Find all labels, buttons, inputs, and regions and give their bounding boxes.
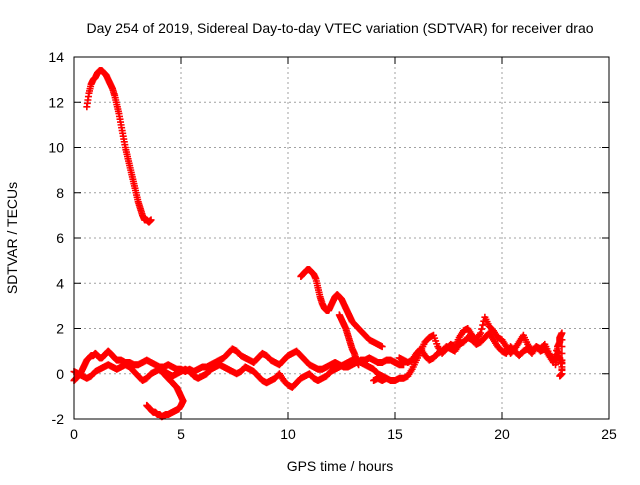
data-point [477, 329, 485, 337]
y-tick-label: 2 [56, 321, 64, 337]
data-point [378, 343, 386, 351]
series-early-peak [83, 67, 155, 226]
x-tick-label: 20 [494, 426, 510, 442]
y-tick-label: 10 [48, 140, 64, 156]
series-baseline-band [70, 345, 408, 385]
data-point [558, 343, 566, 351]
series-late-lower [395, 329, 566, 373]
data-point [558, 329, 566, 337]
series-end-spike [552, 329, 566, 380]
chart-title: Day 254 of 2019, Sidereal Day-to-day VTE… [86, 20, 593, 36]
x-axis-label: GPS time / hours [287, 458, 394, 474]
y-tick-label: 0 [56, 366, 64, 382]
x-tick-label: 5 [177, 426, 185, 442]
data-point [478, 325, 486, 333]
tick-layer: 0 5 10 15 20 25 -2 0 2 4 6 8 10 12 14 [48, 49, 617, 442]
data-point [555, 348, 563, 356]
data-point [147, 216, 155, 224]
x-tick-label: 25 [601, 426, 617, 442]
y-tick-label: 4 [56, 275, 64, 291]
x-tick-label: 15 [387, 426, 403, 442]
y-tick-label: 6 [56, 230, 64, 246]
data-point [355, 361, 363, 369]
data-point [556, 372, 564, 380]
y-axis-label: SDTVAR / TECUs [4, 182, 20, 294]
x-tick-label: 10 [280, 426, 296, 442]
series-afternoon-decay [297, 266, 386, 351]
x-tick-label: 0 [70, 426, 78, 442]
data-point [479, 321, 487, 329]
y-tick-label: -2 [52, 411, 65, 427]
data-points [70, 67, 566, 421]
plot-frame [73, 56, 610, 420]
y-tick-label: 14 [48, 49, 64, 65]
y-tick-label: 12 [48, 94, 64, 110]
series-mid-descent [335, 311, 363, 369]
y-tick-label: 8 [56, 185, 64, 201]
data-point [558, 336, 566, 344]
grid-layer [74, 57, 609, 419]
data-point [558, 349, 566, 357]
